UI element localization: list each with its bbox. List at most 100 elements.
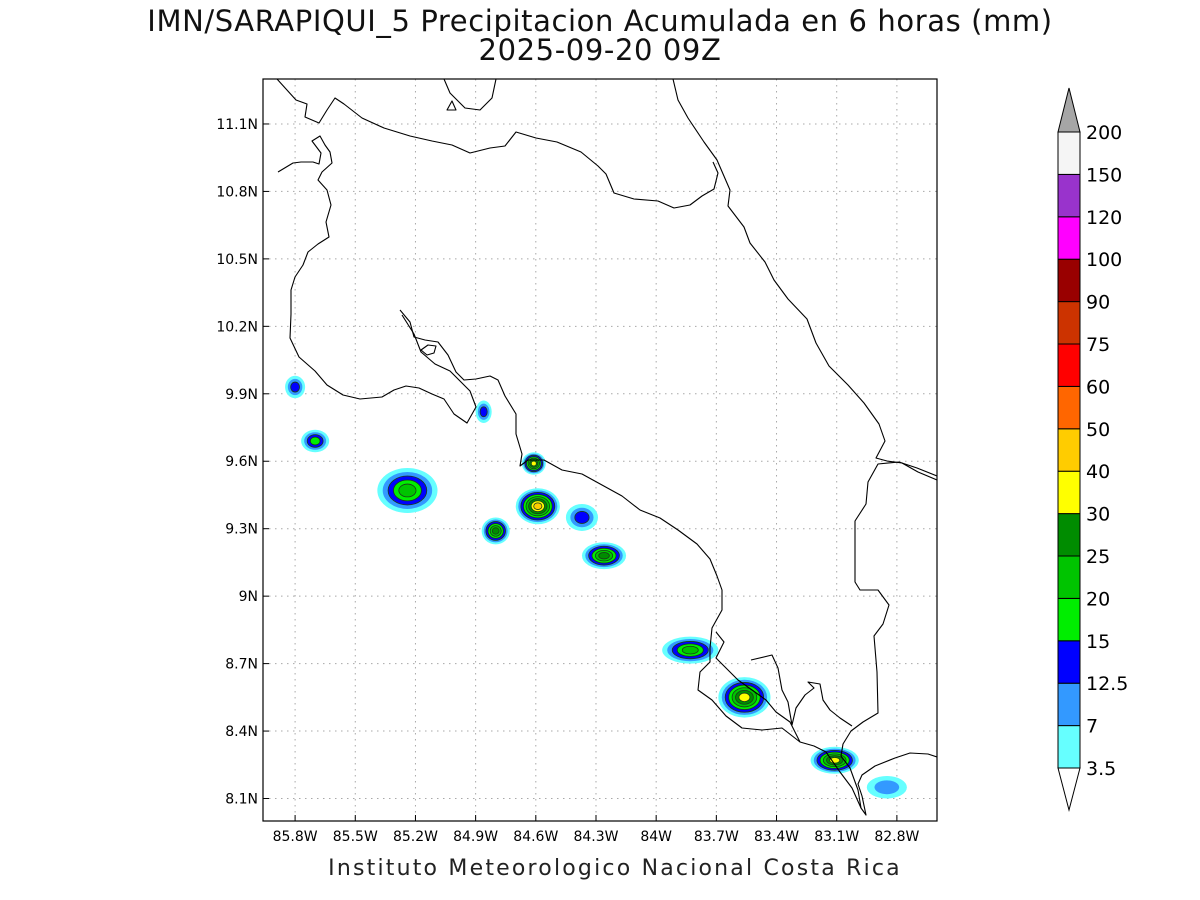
precip-cell <box>515 488 560 525</box>
lat-tick-label: 8.7N <box>225 657 258 673</box>
colorbar-level-label: 100 <box>1086 249 1122 271</box>
colorbar-swatch <box>1057 173 1081 218</box>
colorbar-swatch <box>1057 640 1081 684</box>
colorbar-level-label: 15 <box>1086 631 1110 653</box>
burica-peninsula <box>750 654 853 727</box>
colorbar-swatch <box>1057 216 1081 260</box>
precip-contour <box>479 406 488 418</box>
caribbean-coast <box>672 79 937 481</box>
colorbar-swatch <box>1057 258 1081 303</box>
colorbar-level-label: 25 <box>1086 546 1110 568</box>
precip-contour <box>598 552 610 560</box>
lon-tick-label: 84.9W <box>453 829 498 845</box>
colorbar-swatch <box>1057 470 1081 515</box>
colorbar-swatch <box>1057 301 1081 345</box>
lon-tick-label: 85.8W <box>273 829 318 845</box>
guanacaste-pacific-coast <box>277 135 477 424</box>
lat-tick-label: 8.4N <box>225 724 258 740</box>
precip-cell <box>301 429 330 453</box>
lat-tick-label: 9.3N <box>225 522 258 538</box>
lat-tick-label: 9N <box>239 589 258 605</box>
precipitation-field <box>285 375 907 799</box>
nicaragua-lake <box>443 79 497 111</box>
colorbar-swatch <box>1057 428 1081 472</box>
colorbar-level-label: 50 <box>1086 419 1110 441</box>
colorbar-level-label: 40 <box>1086 461 1110 483</box>
precip-cell <box>718 677 771 718</box>
colorbar-level-label: 60 <box>1086 376 1110 398</box>
panama-border <box>840 461 937 816</box>
colorbar-level-label: 7 <box>1086 716 1098 738</box>
lon-tick-label: 84.6W <box>513 829 558 845</box>
precip-cell <box>475 400 492 424</box>
colorbar-level-label: 12.5 <box>1086 673 1128 695</box>
precip-cell <box>521 452 546 475</box>
colorbar-swatch <box>1057 555 1081 599</box>
precip-contour <box>574 511 590 524</box>
footer-credit: Instituto Meteorologico Nacional Costa R… <box>328 856 902 881</box>
lon-tick-label: 83.4W <box>754 829 799 845</box>
map-subtitle: 2025-09-20 09Z <box>478 33 722 67</box>
precip-cell <box>866 776 907 799</box>
lon-tick-label: 83.1W <box>814 829 859 845</box>
lat-tick-label: 11.1N <box>216 117 258 133</box>
precip-contour <box>874 780 900 795</box>
golfito-coast <box>715 631 801 743</box>
coastline-layer <box>276 79 937 816</box>
colorbar-swatch <box>1057 597 1081 642</box>
colorbar-under-arrow <box>1057 767 1081 812</box>
colorbar-swatch <box>1057 725 1081 769</box>
precip-contour <box>530 460 537 467</box>
precip-cell <box>810 746 859 774</box>
precip-cell <box>581 542 627 570</box>
colorbar-swatch <box>1057 385 1081 430</box>
precip-cell <box>285 375 306 399</box>
colorbar-level-label: 30 <box>1086 504 1110 526</box>
precip-contour <box>491 527 500 535</box>
lat-tick-label: 9.9N <box>225 387 258 403</box>
nicaragua-north-coast <box>276 79 719 209</box>
lat-tick-label: 8.1N <box>225 792 258 808</box>
colorbar-over-arrow <box>1057 87 1081 133</box>
colorbar-swatch <box>1057 131 1081 175</box>
lon-tick-label: 83.7W <box>694 829 739 845</box>
precip-cell <box>662 636 719 664</box>
lake-shore-islet <box>446 100 457 111</box>
map-title: IMN/SARAPIQUI_5 Precipitacion Acumulada … <box>147 4 1053 38</box>
colorbar-level-label: 90 <box>1086 292 1110 314</box>
lat-tick-label: 10.5N <box>216 252 258 268</box>
precip-contour <box>533 502 543 510</box>
latitude-axis: 8.1N 8.4N 8.7N 9N 9.3N 9.6N 9.9N 10.2N 10.5N 10.8… <box>216 117 269 808</box>
colorbar-legend: 3.5 7 12.5 15 20 25 30 40 50 60 75 90 100 120 150 200 <box>1057 87 1128 812</box>
colorbar-level-label: 120 <box>1086 207 1122 229</box>
precip-contour <box>290 381 300 393</box>
precip-contour <box>681 645 699 655</box>
precip-cell <box>565 503 598 531</box>
colorbar-swatch <box>1057 682 1081 727</box>
colorbar-level-label: 150 <box>1086 164 1122 186</box>
lat-tick-label: 10.8N <box>216 184 258 200</box>
lon-tick-label: 85.5W <box>333 829 378 845</box>
lon-tick-label: 85.2W <box>393 829 438 845</box>
lon-tick-label: 84W <box>640 829 672 845</box>
lat-tick-label: 10.2N <box>216 319 258 335</box>
chira-island <box>420 344 437 356</box>
colorbar-level-label: 3.5 <box>1086 758 1116 780</box>
precip-cell <box>481 517 510 545</box>
map-frame <box>262 78 938 822</box>
map-grid <box>263 79 937 821</box>
lon-tick-label: 84.3W <box>573 829 618 845</box>
gulf-of-nicoya-coast <box>399 309 862 809</box>
colorbar-level-label: 75 <box>1086 334 1110 356</box>
colorbar-level-label: 20 <box>1086 588 1110 610</box>
colorbar-swatch <box>1057 513 1081 557</box>
colorbar-level-label: 200 <box>1086 122 1122 144</box>
precip-contour <box>738 692 751 702</box>
precip-cell <box>377 467 438 513</box>
longitude-axis: 85.8W 85.5W 85.2W 84.9W 84.6W 84.3W 84W 83.7W 83… <box>273 815 920 845</box>
precip-contour <box>309 436 321 446</box>
lat-tick-label: 9.6N <box>225 454 258 470</box>
precip-contour <box>398 483 417 498</box>
lon-tick-label: 82.8W <box>874 829 919 845</box>
